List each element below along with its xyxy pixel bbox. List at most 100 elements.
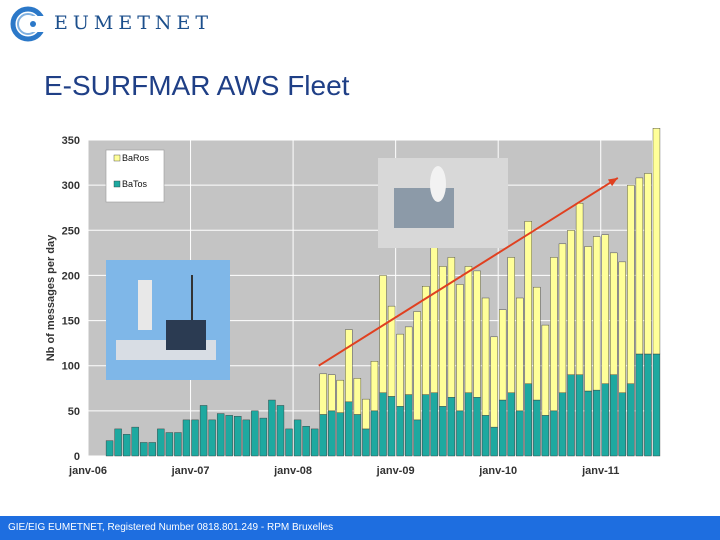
bar-batos <box>328 410 336 457</box>
bar-baros <box>584 246 592 392</box>
bar-baros <box>336 379 344 413</box>
bar-batos <box>524 383 532 457</box>
legend-label: BaTos <box>122 179 148 189</box>
bar-baros <box>507 257 515 394</box>
bar-batos <box>592 389 601 457</box>
bar-batos <box>498 399 507 457</box>
bar-baros <box>524 221 532 384</box>
bar-batos <box>584 390 592 457</box>
bar-baros <box>370 361 379 412</box>
bar-batos <box>413 419 421 457</box>
bar-batos <box>387 396 396 457</box>
logo-text: EUMETNET <box>54 12 214 34</box>
bar-batos <box>610 374 618 457</box>
bar-batos <box>516 410 524 457</box>
bar-baros <box>618 261 626 394</box>
bar-batos <box>558 392 567 457</box>
bar-batos <box>567 374 575 457</box>
buoy-photo-box <box>394 188 454 228</box>
bar-batos <box>114 428 122 457</box>
bar-batos <box>618 392 626 457</box>
bar-baros <box>439 266 447 407</box>
bar-batos <box>122 434 131 457</box>
bar-batos <box>268 399 276 457</box>
bar-batos <box>105 440 114 457</box>
y-tick-label: 350 <box>62 135 80 147</box>
bar-batos <box>259 417 268 457</box>
bar-baros <box>422 286 430 395</box>
bar-batos <box>157 428 165 457</box>
bar-batos <box>140 442 148 457</box>
bar-batos <box>464 392 473 457</box>
bar-baros <box>541 324 550 416</box>
legend-swatch <box>113 180 121 188</box>
trend-arrow-line <box>318 177 619 367</box>
bar-batos <box>541 415 550 457</box>
bar-baros <box>379 275 387 393</box>
bar-batos <box>208 419 216 457</box>
bar-baros <box>387 305 396 397</box>
bar-batos <box>336 412 344 457</box>
buoy-photo-antenna <box>430 166 446 202</box>
bar-baros <box>319 373 327 415</box>
bar-batos <box>456 410 464 457</box>
bar-batos <box>490 426 498 457</box>
bar-baros <box>592 236 601 391</box>
bar-batos <box>293 419 302 457</box>
bar-batos <box>575 374 584 457</box>
bar-baros <box>404 326 413 395</box>
x-tick-label: janv-08 <box>273 465 312 477</box>
x-tick-label: janv-07 <box>171 465 210 477</box>
bar-batos <box>234 416 242 457</box>
bar-batos <box>404 394 413 457</box>
bar-batos <box>174 432 182 457</box>
bar-baros <box>430 243 438 394</box>
bar-batos <box>148 442 156 457</box>
bar-batos <box>302 426 310 457</box>
bar-baros <box>413 311 421 421</box>
x-tick-label: janv-10 <box>478 465 517 477</box>
bar-baros <box>353 378 362 415</box>
x-tick-label: janv-06 <box>68 465 107 477</box>
bar-batos <box>242 419 250 457</box>
x-tick-label: janv-09 <box>376 465 415 477</box>
bar-batos <box>191 419 199 457</box>
bar-baros <box>490 336 498 428</box>
bar-batos <box>225 415 233 457</box>
footer-text: GIE/EIG EUMETNET, Registered Number 0818… <box>8 522 334 533</box>
bar-batos <box>550 410 558 457</box>
bar-batos <box>533 399 541 457</box>
bar-baros <box>558 243 567 394</box>
legend-label: BaRos <box>122 153 150 163</box>
trend-arrow-head <box>607 177 618 187</box>
bar-baros <box>362 398 370 430</box>
bar-batos <box>473 397 481 457</box>
footer-bar: GIE/EIG EUMETNET, Registered Number 0818… <box>0 516 720 540</box>
bar-batos <box>182 419 191 457</box>
bar-baros <box>447 257 456 398</box>
bar-batos <box>644 353 652 457</box>
y-tick-label: 300 <box>62 180 80 192</box>
bar-batos <box>379 392 387 457</box>
bar-baros <box>627 184 635 384</box>
eumetnet-circle-logo-icon <box>10 6 48 42</box>
y-tick-label: 250 <box>62 225 80 237</box>
bar-baros <box>516 297 524 412</box>
bar-batos <box>353 414 362 457</box>
bar-batos <box>199 405 208 457</box>
bar-baros <box>610 252 618 375</box>
bar-batos <box>627 383 635 457</box>
bar-baros <box>464 266 473 393</box>
bar-batos <box>370 410 379 457</box>
bar-batos <box>396 406 404 457</box>
bar-baros <box>345 329 353 403</box>
y-tick-label: 150 <box>62 316 80 328</box>
bar-baros <box>481 297 490 416</box>
bar-batos <box>422 394 430 457</box>
bar-baros <box>498 309 507 401</box>
bar-batos <box>481 415 490 457</box>
bar-batos <box>131 426 139 457</box>
bar-batos <box>439 406 447 457</box>
bar-baros <box>635 177 644 355</box>
